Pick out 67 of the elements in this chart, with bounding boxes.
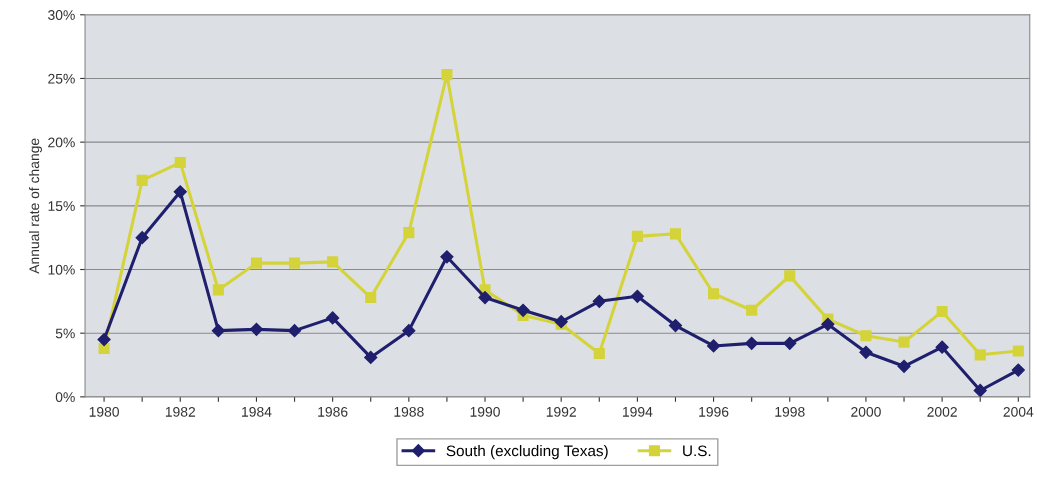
y-tick-label: 25%	[48, 73, 75, 84]
point	[327, 256, 339, 268]
point	[860, 330, 872, 342]
x-tick-label: 1988	[394, 406, 424, 417]
legend-label: U.S.	[683, 445, 711, 457]
point	[631, 230, 643, 242]
x-tick-label: 1998	[775, 406, 805, 417]
point	[859, 345, 873, 359]
point	[821, 317, 835, 331]
y-tick-label: 20%	[48, 137, 75, 148]
x-tick-label: 1980	[89, 406, 119, 417]
point	[97, 332, 111, 347]
point	[211, 324, 225, 338]
x-tick-label: 1992	[546, 406, 576, 417]
point	[669, 228, 682, 240]
y-tick-label: 15%	[48, 201, 75, 211]
point	[135, 231, 149, 245]
x-tick-label: 2004	[1003, 406, 1034, 417]
x-tick-label: 1994	[622, 406, 653, 417]
point	[746, 304, 758, 316]
point	[745, 336, 759, 350]
x-tick-label: 1986	[318, 406, 348, 417]
point	[288, 257, 301, 269]
x-tick-label: 2000	[851, 406, 881, 417]
point	[592, 294, 606, 308]
x-tick-label: 1990	[470, 406, 500, 417]
point	[973, 383, 987, 397]
point	[287, 324, 302, 338]
point	[1012, 345, 1024, 357]
point	[783, 336, 797, 350]
point	[478, 290, 492, 305]
legend-label: South (excluding Texas)	[446, 445, 608, 460]
point	[1011, 363, 1025, 377]
y-axis-title: Annual rate of change	[29, 138, 42, 274]
point	[136, 174, 148, 186]
point	[935, 340, 949, 354]
point	[897, 359, 911, 373]
x-tick-label: 1996	[699, 406, 729, 417]
point	[708, 288, 720, 300]
point	[630, 289, 644, 303]
point	[326, 311, 340, 325]
point	[250, 257, 263, 269]
point	[402, 324, 416, 338]
point	[365, 291, 377, 304]
y-tick-label: 0%	[55, 392, 75, 403]
point	[974, 349, 986, 361]
y-tick-label: 5%	[55, 328, 75, 339]
point	[516, 303, 530, 317]
point	[364, 350, 378, 364]
point	[440, 250, 454, 264]
x-tick-label: 1984	[242, 406, 272, 417]
point	[898, 336, 910, 348]
point	[706, 339, 721, 353]
point	[593, 348, 605, 360]
point	[173, 185, 187, 199]
point	[936, 305, 948, 318]
point	[668, 318, 683, 333]
x-tick-label: 2002	[927, 406, 957, 417]
x-tick-label: 1982	[165, 406, 196, 417]
point	[174, 156, 186, 169]
point	[784, 270, 796, 282]
point	[441, 69, 453, 81]
point	[212, 284, 224, 296]
y-tick-label: 10%	[48, 264, 75, 275]
y-tick-label: 30%	[48, 10, 75, 20]
point	[403, 227, 415, 239]
point	[249, 322, 264, 336]
